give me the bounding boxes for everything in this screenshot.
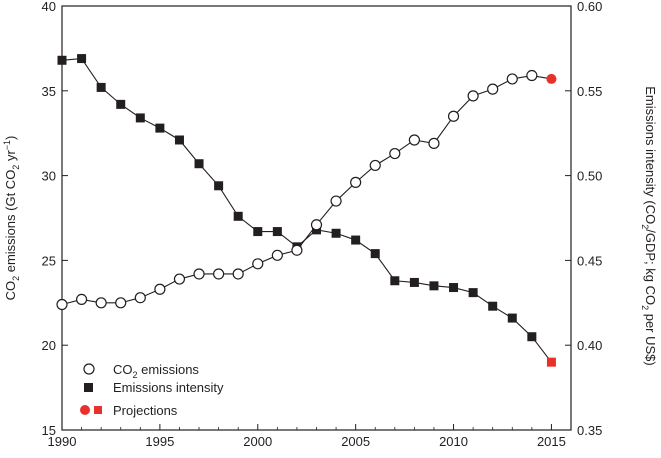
- y-left-tick-label: 35: [42, 84, 56, 99]
- x-tick-label: 1990: [48, 434, 77, 449]
- co2-emissions-point: [428, 137, 440, 149]
- emissions-intensity-point: [96, 82, 106, 92]
- co2-emissions-point: [310, 219, 323, 231]
- projection-co2-point: [546, 73, 557, 84]
- emissions-intensity-point: [214, 181, 224, 191]
- y-left-axis-title: CO2 emissions (Gt CO2 yr−1): [2, 136, 21, 301]
- emissions-intensity-point: [527, 332, 537, 342]
- y-right-axis-ticks: 0.35 0.40 0.45 0.50 0.55 0.60: [565, 0, 602, 438]
- series-layer: [56, 54, 557, 367]
- co2-emissions-point: [252, 258, 264, 270]
- emissions-intensity-point: [116, 99, 126, 109]
- emissions-intensity-point: [351, 235, 361, 245]
- co2-emissions-point: [487, 83, 499, 95]
- emissions-intensity-point: [174, 135, 184, 145]
- co2-emissions-point: [526, 69, 538, 82]
- co2-emissions-point: [95, 297, 107, 309]
- y-right-axis-title: Emissions intensity (CO2/GDP; kg CO2 per…: [640, 86, 658, 366]
- legend-projection-square-marker: [94, 406, 102, 414]
- co2-emissions-point: [506, 73, 518, 85]
- y-right-tick-label: 0.45: [577, 253, 602, 268]
- co2-emissions-point: [193, 268, 205, 280]
- legend-intensity-marker: [84, 383, 93, 392]
- emissions-intensity-point: [77, 54, 87, 64]
- co2-emissions-point: [447, 110, 460, 122]
- y-right-tick-label: 0.50: [577, 169, 602, 184]
- co2-emissions-point: [369, 159, 381, 172]
- emissions-intensity-point: [155, 123, 165, 133]
- emissions-intensity-line: [61, 58, 552, 363]
- x-tick-label: 1995: [145, 434, 174, 449]
- co2-emissions-line: [61, 74, 552, 306]
- x-axis-ticks: 1990 1995 2000 2005 2010 2015: [48, 424, 572, 449]
- y-right-tick-label: 0.60: [577, 0, 602, 14]
- co2-emissions-point: [115, 297, 127, 309]
- legend-intensity-label: Emissions intensity: [113, 380, 224, 395]
- legend-co2-marker: [83, 363, 95, 375]
- co2-emissions-point: [350, 176, 362, 188]
- co2-emissions-point: [75, 293, 88, 306]
- legend-projections-label: Projections: [113, 403, 178, 418]
- co2-emissions-point: [154, 283, 166, 295]
- emissions-intensity-point: [429, 281, 439, 291]
- co2-emissions-point: [213, 268, 225, 280]
- emissions-intensity-point: [409, 277, 419, 287]
- emissions-intensity-point: [233, 211, 243, 221]
- co2-emissions-point: [389, 147, 401, 160]
- x-tick-label: 2005: [341, 434, 370, 449]
- co2-emissions-point: [330, 195, 342, 207]
- y-left-tick-label: 15: [42, 423, 56, 438]
- x-tick-label: 2015: [537, 434, 566, 449]
- emissions-intensity-point: [468, 288, 478, 298]
- legend-projection-circle-marker: [80, 405, 90, 415]
- emissions-intensity-point: [331, 228, 341, 238]
- y-right-tick-label: 0.40: [577, 338, 602, 353]
- y-left-tick-label: 40: [42, 0, 56, 14]
- co2-emissions-point: [173, 273, 186, 285]
- x-tick-label: 2000: [243, 434, 272, 449]
- legend-co2-label: CO2 emissions: [113, 362, 199, 380]
- co2-emissions-point: [232, 268, 244, 280]
- y-left-tick-label: 30: [42, 169, 56, 184]
- co2-emissions-point: [291, 244, 303, 256]
- y-left-tick-label: 25: [42, 253, 56, 268]
- y-right-tick-label: 0.35: [577, 423, 602, 438]
- legend: CO2 emissions Emissions intensity Projec…: [80, 362, 224, 418]
- y-left-axis-ticks: 15 20 25 30 35 40: [42, 0, 68, 438]
- co2-emissions-point: [467, 90, 479, 102]
- y-left-tick-label: 20: [42, 338, 56, 353]
- emissions-intensity-point: [390, 276, 400, 286]
- x-tick-label: 2010: [439, 434, 468, 449]
- co2-emissions-point: [56, 298, 68, 311]
- y-right-tick-label: 0.55: [577, 84, 602, 99]
- emissions-intensity-point: [507, 313, 517, 323]
- emissions-intensity-point: [488, 301, 498, 311]
- co2-emissions-point: [408, 134, 420, 146]
- emissions-intensity-point: [370, 249, 380, 259]
- emissions-intensity-point: [272, 227, 282, 237]
- projection-intensity-point: [546, 357, 556, 367]
- co2-emissions-point: [134, 292, 146, 304]
- emissions-intensity-point: [57, 55, 67, 65]
- emissions-intensity-point: [449, 283, 459, 293]
- emissions-intensity-point: [253, 227, 263, 237]
- co2-emissions-point: [271, 249, 283, 261]
- emissions-intensity-point: [194, 159, 204, 169]
- emissions-intensity-point: [135, 113, 145, 123]
